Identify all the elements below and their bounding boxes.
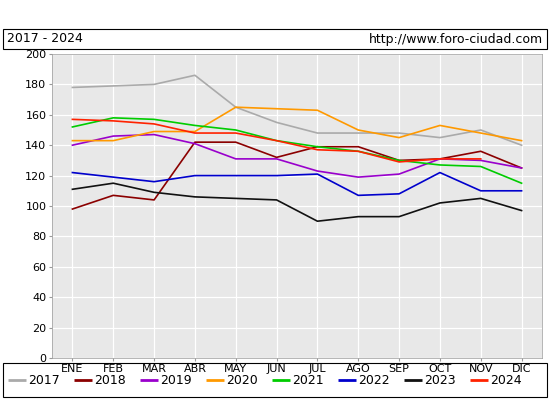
Text: 2024: 2024	[491, 374, 522, 386]
Text: 2020: 2020	[227, 374, 258, 386]
Text: 2022: 2022	[359, 374, 390, 386]
Text: http://www.foro-ciudad.com: http://www.foro-ciudad.com	[369, 32, 543, 46]
Text: 2019: 2019	[161, 374, 192, 386]
Text: 2021: 2021	[293, 374, 324, 386]
Text: 2018: 2018	[95, 374, 126, 386]
Text: Evolucion del paro registrado en Montánchez: Evolucion del paro registrado en Montánc…	[71, 5, 479, 23]
Text: 2017: 2017	[29, 374, 60, 386]
Text: 2017 - 2024: 2017 - 2024	[7, 32, 82, 46]
Text: 2023: 2023	[425, 374, 456, 386]
